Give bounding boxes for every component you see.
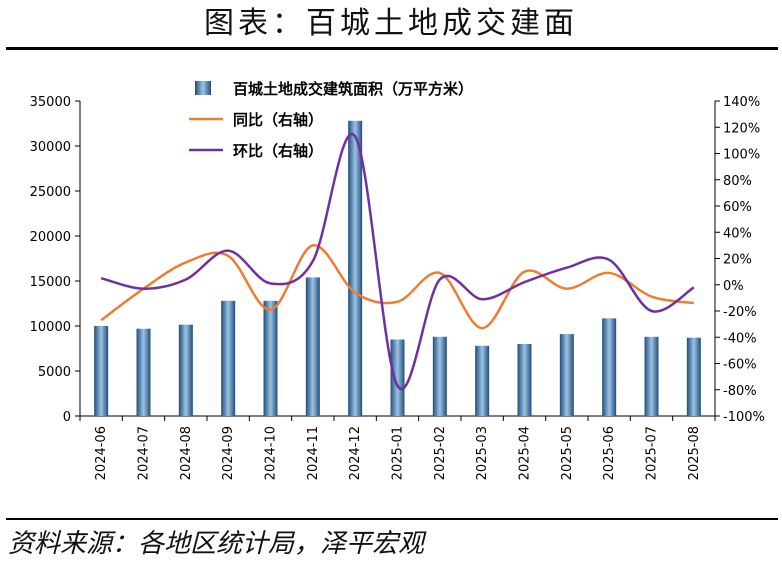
x-tick-label: 2025-06 xyxy=(602,426,617,480)
source-note: 资料来源：各地区统计局，泽平宏观 xyxy=(8,529,425,559)
title-divider xyxy=(6,47,778,50)
legend-label: 百城土地成交建筑面积（万平方米） xyxy=(233,80,473,98)
bar xyxy=(475,345,490,416)
y-right-tick-label: 100% xyxy=(723,148,760,163)
y-right-tick-label: -60% xyxy=(723,358,757,373)
legend-label: 同比（右轴） xyxy=(233,111,323,129)
y-right-tick-label: 20% xyxy=(723,253,752,268)
y-right-tick-label: 0% xyxy=(723,279,744,294)
y-right-tick-label: 60% xyxy=(723,200,752,215)
bar xyxy=(644,336,659,416)
x-tick-label: 2024-06 xyxy=(94,426,109,480)
y-right-tick-label: -20% xyxy=(723,305,757,320)
y-left-tick-label: 0 xyxy=(63,410,71,425)
x-tick-label: 2025-03 xyxy=(475,426,490,480)
y-left-tick-label: 30000 xyxy=(30,140,71,155)
y-right-tick-label: 80% xyxy=(723,174,752,189)
x-tick-label: 2024-07 xyxy=(137,426,152,480)
y-left-tick-label: 5000 xyxy=(38,365,71,380)
x-tick-label: 2025-05 xyxy=(560,426,575,480)
bar xyxy=(559,334,574,416)
y-right-tick-label: -80% xyxy=(723,384,757,399)
y-right-tick-label: 40% xyxy=(723,226,752,241)
bar xyxy=(305,277,320,416)
y-left-tick-label: 10000 xyxy=(30,320,71,335)
x-tick-label: 2024-12 xyxy=(348,426,363,480)
x-tick-label: 2024-09 xyxy=(221,426,236,480)
bar xyxy=(263,300,278,416)
bar xyxy=(136,328,151,416)
x-tick-label: 2024-08 xyxy=(179,426,194,480)
legend-label: 环比（右轴） xyxy=(233,142,323,160)
x-tick-label: 2025-02 xyxy=(433,426,448,480)
y-right-tick-label: 120% xyxy=(723,121,760,136)
x-tick-label: 2024-10 xyxy=(264,426,279,480)
y-right-tick-label: 140% xyxy=(723,95,760,110)
page-title: 图表：百城土地成交建面 xyxy=(204,6,578,41)
footer-divider xyxy=(6,518,778,520)
bar xyxy=(602,318,617,416)
x-tick-label: 2025-08 xyxy=(687,426,702,480)
x-tick-label: 2025-01 xyxy=(391,426,406,480)
y-left-tick-label: 25000 xyxy=(30,185,71,200)
y-left-tick-label: 15000 xyxy=(30,275,71,290)
bar xyxy=(432,336,447,416)
y-left-tick-label: 35000 xyxy=(30,95,71,110)
legend-swatch-bar xyxy=(195,81,211,95)
bar xyxy=(517,344,532,416)
x-tick-label: 2025-04 xyxy=(518,426,533,480)
mom-line xyxy=(100,132,695,391)
bar xyxy=(348,120,363,417)
bar xyxy=(221,300,236,416)
y-right-tick-label: -100% xyxy=(723,410,765,425)
bar xyxy=(686,337,701,416)
x-tick-label: 2024-11 xyxy=(306,426,321,480)
y-left-tick-label: 20000 xyxy=(30,230,71,245)
bar xyxy=(390,339,405,416)
y-right-tick-label: -40% xyxy=(723,331,757,346)
bar xyxy=(94,326,109,416)
x-tick-label: 2025-07 xyxy=(645,426,660,480)
bar xyxy=(178,324,193,416)
